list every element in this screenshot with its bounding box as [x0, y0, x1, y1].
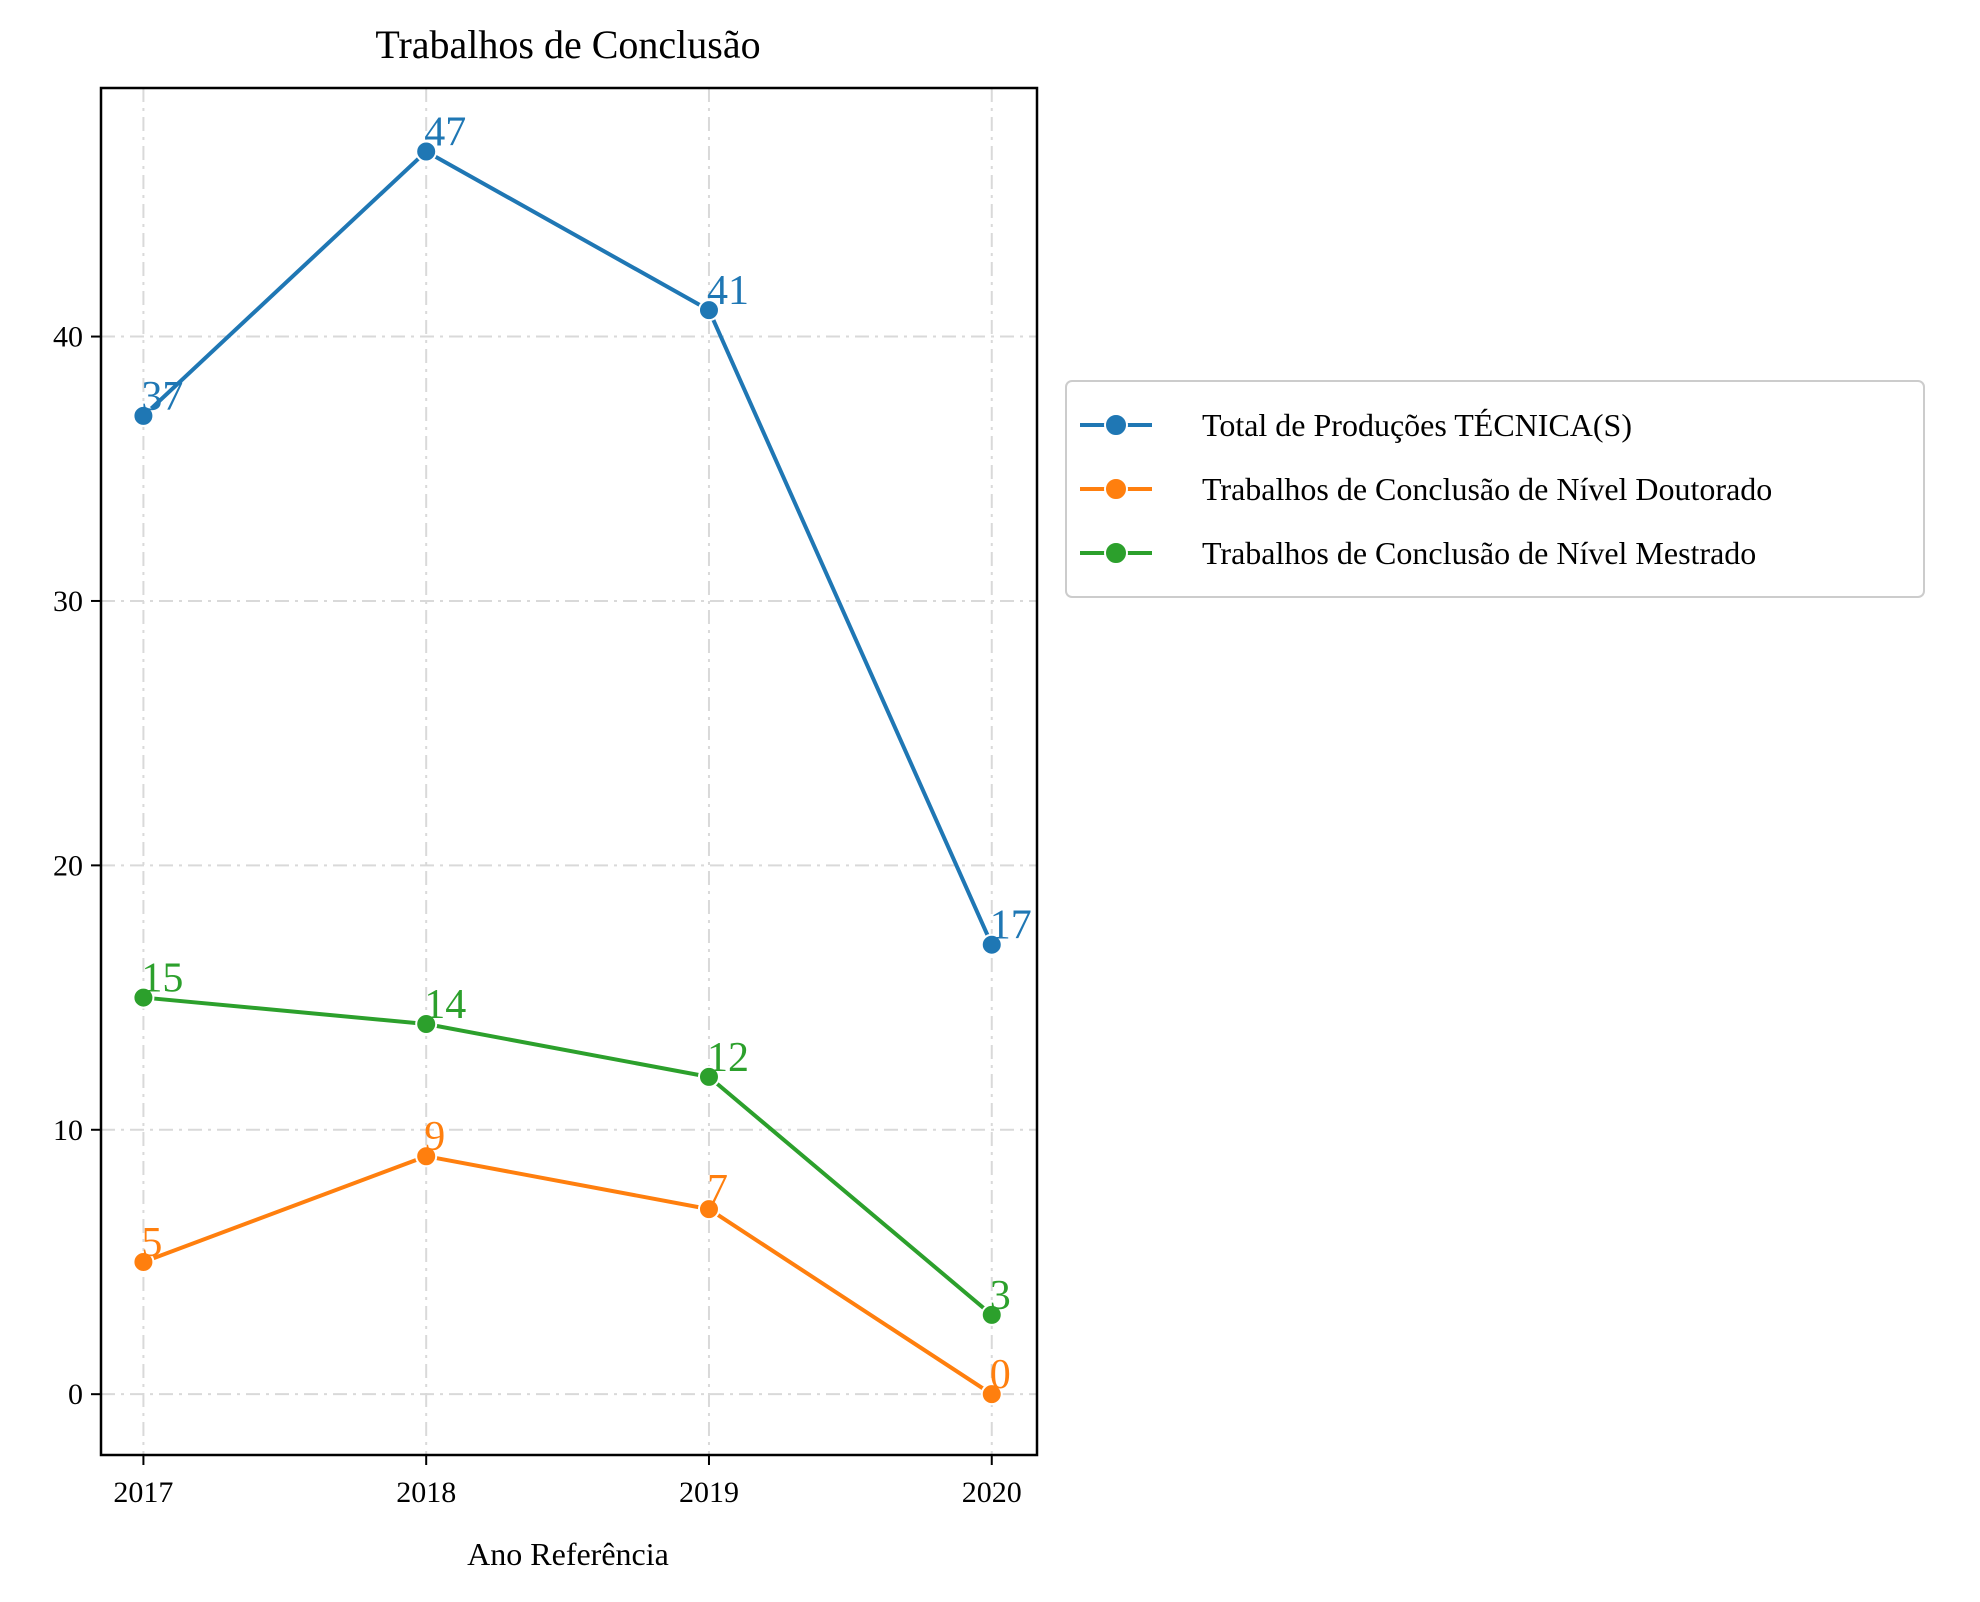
legend-marker [1104, 477, 1128, 501]
x-tick-label: 2019 [679, 1476, 739, 1509]
legend-label: Trabalhos de Conclusão de Nível Doutorad… [1202, 471, 1772, 507]
data-label: 14 [424, 982, 466, 1028]
data-point [415, 1145, 438, 1168]
x-tick-label: 2018 [396, 1476, 456, 1509]
data-label: 41 [707, 268, 749, 314]
x-tick-label: 2017 [113, 1476, 173, 1509]
data-point [132, 1250, 155, 1273]
data-point [980, 1303, 1003, 1326]
y-tick-label: 30 [53, 585, 83, 618]
data-label: 0 [990, 1352, 1011, 1398]
legend-label: Total de Produções TÉCNICA(S) [1202, 407, 1632, 443]
data-label: 5 [141, 1220, 162, 1266]
y-tick-label: 40 [53, 321, 83, 354]
legend-label: Trabalhos de Conclusão de Nível Mestrado [1202, 535, 1756, 571]
data-label: 7 [707, 1167, 728, 1213]
data-point [697, 1065, 720, 1088]
data-label: 47 [424, 109, 466, 155]
data-point [697, 1198, 720, 1221]
x-tick-label: 2020 [962, 1476, 1022, 1509]
series-line [142, 149, 994, 946]
data-label: 3 [990, 1273, 1011, 1319]
data-label: 9 [424, 1114, 445, 1160]
series-1: 5 9 7 0 [132, 1114, 1011, 1406]
y-tick-label: 10 [53, 1114, 83, 1147]
data-point [415, 1013, 438, 1036]
legend-box [1065, 380, 1925, 598]
data-label: 17 [990, 903, 1032, 949]
data-label: 37 [141, 374, 183, 420]
series-layer: 37 47 41 17 5 9 7 0 15 14 12 3 [132, 109, 1032, 1406]
y-tick-label: 0 [68, 1378, 83, 1411]
data-label: 12 [707, 1035, 749, 1081]
data-point [697, 299, 720, 322]
chart-title: Trabalhos de Conclusão [375, 22, 760, 67]
data-point [415, 140, 438, 163]
legend-marker [1104, 413, 1128, 437]
data-point [980, 1383, 1003, 1406]
data-point [980, 933, 1003, 956]
data-label: 15 [141, 956, 183, 1002]
y-tick-label: 20 [53, 849, 83, 882]
series-line [143, 995, 994, 1317]
series-line [142, 1154, 993, 1396]
series-2: 15 14 12 3 [132, 956, 1011, 1326]
data-point [132, 986, 155, 1009]
legend: Total de Produções TÉCNICA(S) Trabalhos d… [1065, 380, 1925, 598]
plot-frame [99, 86, 1039, 1457]
series-0: 37 47 41 17 [132, 109, 1032, 956]
legend-marker [1104, 541, 1128, 565]
data-point [132, 404, 155, 427]
x-axis-title: Ano Referência [467, 1536, 669, 1572]
grid [101, 88, 1037, 1455]
